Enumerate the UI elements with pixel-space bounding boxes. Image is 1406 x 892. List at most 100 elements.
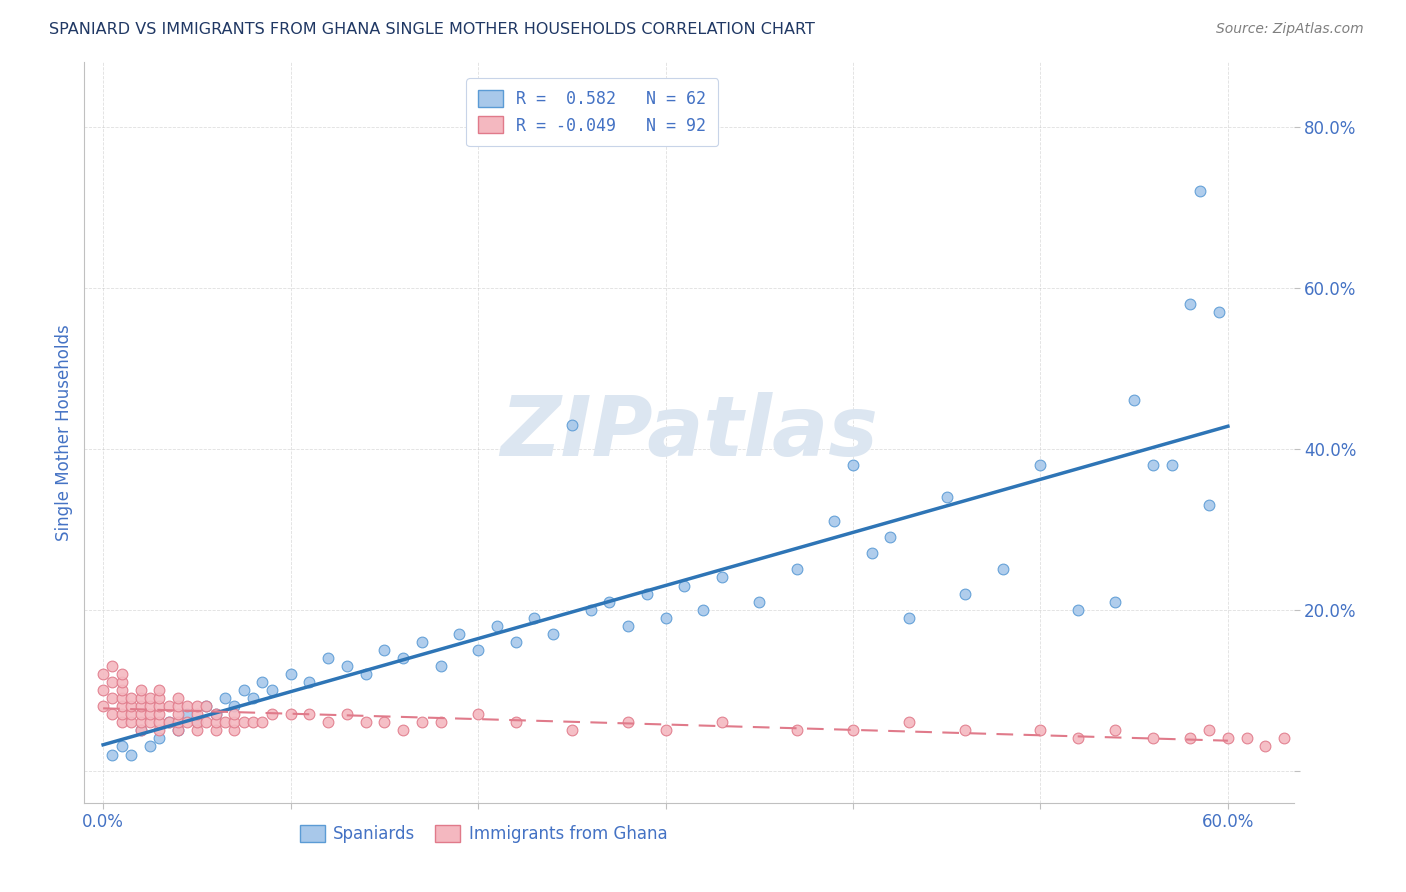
Legend: Spaniards, Immigrants from Ghana: Spaniards, Immigrants from Ghana bbox=[292, 819, 673, 850]
Point bbox=[1067, 731, 1090, 746]
Point bbox=[167, 707, 190, 722]
Point bbox=[1104, 594, 1126, 608]
Point bbox=[879, 530, 901, 544]
Point bbox=[224, 707, 246, 722]
Point bbox=[710, 715, 733, 730]
Point bbox=[955, 586, 977, 600]
Point bbox=[842, 458, 865, 472]
Point bbox=[204, 715, 226, 730]
Point bbox=[139, 691, 162, 706]
Point bbox=[955, 723, 977, 738]
Point bbox=[1029, 723, 1052, 738]
Point bbox=[111, 739, 134, 754]
Point bbox=[392, 651, 415, 665]
Point bbox=[167, 699, 190, 714]
Point bbox=[111, 675, 134, 690]
Point bbox=[186, 715, 208, 730]
Point bbox=[485, 619, 508, 633]
Point bbox=[120, 699, 142, 714]
Point bbox=[541, 627, 564, 641]
Point bbox=[157, 699, 180, 714]
Point bbox=[1236, 731, 1258, 746]
Point bbox=[991, 562, 1014, 576]
Point bbox=[224, 699, 246, 714]
Point bbox=[636, 586, 658, 600]
Point bbox=[111, 667, 134, 681]
Point bbox=[298, 707, 321, 722]
Point bbox=[195, 699, 218, 714]
Point bbox=[148, 731, 170, 746]
Point bbox=[139, 707, 162, 722]
Point bbox=[505, 715, 527, 730]
Point bbox=[860, 546, 883, 560]
Point bbox=[176, 707, 198, 722]
Point bbox=[505, 635, 527, 649]
Point bbox=[148, 723, 170, 738]
Point bbox=[373, 715, 395, 730]
Point bbox=[101, 691, 124, 706]
Point bbox=[148, 715, 170, 730]
Point bbox=[148, 699, 170, 714]
Point bbox=[129, 691, 152, 706]
Point bbox=[260, 707, 283, 722]
Point bbox=[186, 715, 208, 730]
Point bbox=[157, 715, 180, 730]
Point bbox=[148, 683, 170, 698]
Point bbox=[252, 675, 274, 690]
Point bbox=[91, 667, 114, 681]
Point bbox=[354, 667, 377, 681]
Point bbox=[101, 675, 124, 690]
Point bbox=[1142, 731, 1164, 746]
Point bbox=[91, 699, 114, 714]
Point bbox=[692, 602, 714, 616]
Point bbox=[129, 723, 152, 738]
Point bbox=[898, 610, 921, 624]
Point bbox=[101, 659, 124, 673]
Point bbox=[1160, 458, 1182, 472]
Point bbox=[280, 707, 302, 722]
Point bbox=[1198, 723, 1220, 738]
Point bbox=[280, 667, 302, 681]
Point bbox=[561, 723, 583, 738]
Point bbox=[129, 723, 152, 738]
Point bbox=[786, 723, 808, 738]
Point bbox=[1142, 458, 1164, 472]
Point bbox=[195, 715, 218, 730]
Point bbox=[392, 723, 415, 738]
Point bbox=[167, 723, 190, 738]
Point bbox=[176, 715, 198, 730]
Point bbox=[139, 699, 162, 714]
Text: ZIPatlas: ZIPatlas bbox=[501, 392, 877, 473]
Point bbox=[354, 715, 377, 730]
Point bbox=[842, 723, 865, 738]
Point bbox=[176, 699, 198, 714]
Point bbox=[204, 707, 226, 722]
Point bbox=[898, 715, 921, 730]
Point bbox=[1029, 458, 1052, 472]
Point bbox=[654, 610, 676, 624]
Point bbox=[1208, 305, 1230, 319]
Point bbox=[111, 699, 134, 714]
Point bbox=[617, 715, 640, 730]
Point bbox=[232, 715, 254, 730]
Point bbox=[429, 715, 451, 730]
Point bbox=[186, 699, 208, 714]
Point bbox=[373, 643, 395, 657]
Point bbox=[260, 683, 283, 698]
Point bbox=[1272, 731, 1295, 746]
Point bbox=[748, 594, 770, 608]
Point bbox=[139, 739, 162, 754]
Point bbox=[120, 707, 142, 722]
Y-axis label: Single Mother Households: Single Mother Households bbox=[55, 325, 73, 541]
Point bbox=[129, 683, 152, 698]
Point bbox=[561, 417, 583, 432]
Point bbox=[429, 659, 451, 673]
Point bbox=[111, 715, 134, 730]
Point bbox=[654, 723, 676, 738]
Point bbox=[242, 691, 264, 706]
Point bbox=[411, 635, 433, 649]
Point bbox=[1216, 731, 1239, 746]
Point bbox=[449, 627, 471, 641]
Point bbox=[467, 643, 489, 657]
Point bbox=[1329, 739, 1351, 754]
